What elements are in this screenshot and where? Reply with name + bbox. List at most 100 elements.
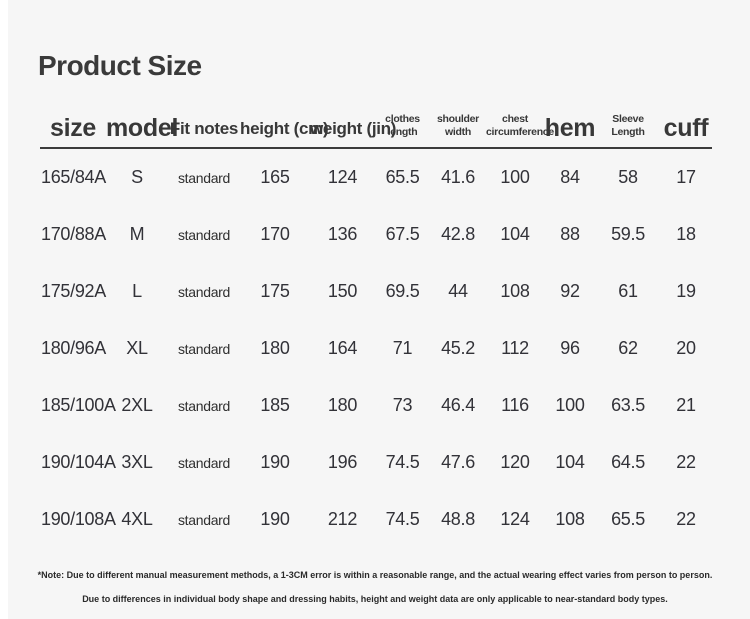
cell-size: 185/100A xyxy=(41,395,116,415)
cell-chest-circumference: 100 xyxy=(500,167,530,187)
cell-sleeve-length: 61 xyxy=(618,281,638,301)
cell-sleeve-length: 58 xyxy=(618,167,638,187)
cell-cuff: 18 xyxy=(676,224,696,244)
cell-clothes-length: 69.5 xyxy=(385,281,420,301)
cell-model: M xyxy=(129,224,145,244)
cell-sleeve-length: 64.5 xyxy=(611,452,645,472)
cell-weight: 196 xyxy=(327,452,358,472)
cell-height: 180 xyxy=(260,338,290,358)
cell-height: 190 xyxy=(260,452,290,472)
cell-shoulder-width: 48.8 xyxy=(441,509,475,529)
cell-chest-circumference: 104 xyxy=(500,224,530,244)
column-header-hem: hem xyxy=(544,98,596,149)
cell-weight: 150 xyxy=(327,281,358,301)
cell-shoulder-width: 41.6 xyxy=(441,167,475,187)
cell-height: 185 xyxy=(260,395,290,415)
cell-hem: 104 xyxy=(555,452,585,472)
column-header-weight: weight (jin) xyxy=(310,98,396,149)
cell-chest-circumference: 116 xyxy=(501,395,529,415)
cell-clothes-length: 71 xyxy=(392,338,413,358)
size-row-190/104A: 190/104A 3XL standard 190 196 74.5 47.6 120 104 6… xyxy=(40,434,712,491)
cell-shoulder-width: 45.2 xyxy=(441,338,475,358)
cell-fit: standard xyxy=(177,454,231,471)
cell-shoulder-width: 44 xyxy=(448,281,468,301)
cell-model: 4XL xyxy=(121,509,153,529)
cell-sleeve-length: 62 xyxy=(618,338,638,358)
cell-weight: 136 xyxy=(327,224,358,244)
page-title: Product Size xyxy=(38,50,202,81)
size-row-185/100A: 185/100A 2XL standard 185 180 73 46.4 116 100 63.… xyxy=(40,377,712,434)
cell-size: 190/104A xyxy=(41,452,116,472)
cell-cuff: 17 xyxy=(676,167,696,187)
cell-clothes-length: 74.5 xyxy=(385,452,420,472)
cell-weight: 212 xyxy=(327,509,358,529)
cell-clothes-length: 74.5 xyxy=(385,509,420,529)
cell-cuff: 21 xyxy=(676,395,696,415)
cell-height: 170 xyxy=(260,224,290,244)
cell-height: 165 xyxy=(260,167,290,187)
cell-size: 180/96A xyxy=(41,338,106,358)
cell-size: 165/84A xyxy=(41,167,106,187)
column-header-size: size xyxy=(40,98,106,149)
cell-clothes-length: 73 xyxy=(392,395,413,415)
cell-size: 175/92A xyxy=(41,281,106,301)
cell-sleeve-length: 59.5 xyxy=(611,224,645,244)
cell-cuff: 20 xyxy=(676,338,696,358)
cell-model: 2XL xyxy=(121,395,153,415)
size-row-190/108A: 190/108A 4XL standard 190 212 74.5 48.8 124 108 6… xyxy=(40,491,712,548)
note-line-1: *Note: Due to different manual measureme… xyxy=(37,570,713,580)
cell-weight: 180 xyxy=(327,395,358,415)
cell-chest-circumference: 124 xyxy=(500,509,530,529)
size-table-header: size model Fit notes height (cm) weight (jin… xyxy=(40,98,712,149)
size-table: size model Fit notes height (cm) weight (jin… xyxy=(40,98,712,548)
column-header-height: height (cm) xyxy=(240,98,329,149)
cell-chest-circumference: 120 xyxy=(500,452,530,472)
column-header-chest-circumference: chest circumference xyxy=(486,98,554,149)
column-header-fit: Fit notes xyxy=(168,98,240,149)
cell-model: 3XL xyxy=(121,452,153,472)
cell-fit: standard xyxy=(177,511,231,528)
cell-fit: standard xyxy=(177,397,231,414)
column-header-cuff: cuff xyxy=(660,98,712,149)
cell-clothes-length: 65.5 xyxy=(385,167,420,187)
cell-size: 190/108A xyxy=(41,509,116,529)
cell-hem: 108 xyxy=(555,509,585,529)
cell-shoulder-width: 47.6 xyxy=(441,452,475,472)
cell-fit: standard xyxy=(177,169,231,186)
column-header-shoulder-width: shoulder width xyxy=(430,98,486,149)
cell-model: S xyxy=(131,167,143,187)
cell-shoulder-width: 42.8 xyxy=(441,224,475,244)
cell-fit: standard xyxy=(177,283,231,300)
cell-size: 170/88A xyxy=(41,224,106,244)
note-line-2: Due to differences in individual body sh… xyxy=(82,594,668,604)
cell-hem: 84 xyxy=(560,167,580,187)
cell-hem: 88 xyxy=(560,224,580,244)
cell-model: XL xyxy=(126,338,148,358)
cell-hem: 96 xyxy=(560,338,580,358)
cell-hem: 100 xyxy=(555,395,585,415)
cell-weight: 124 xyxy=(327,167,358,187)
cell-cuff: 22 xyxy=(676,452,696,472)
cell-sleeve-length: 63.5 xyxy=(611,395,645,415)
cell-fit: standard xyxy=(177,226,231,243)
size-row-180/96A: 180/96A XL standard 180 164 71 45.2 112 96 62 20 xyxy=(40,320,712,377)
cell-shoulder-width: 46.4 xyxy=(441,395,475,415)
left-edge-strip xyxy=(0,0,8,619)
cell-model: L xyxy=(132,281,142,301)
cell-cuff: 22 xyxy=(676,509,696,529)
cell-cuff: 19 xyxy=(676,281,696,301)
cell-height: 190 xyxy=(260,509,290,529)
cell-fit: standard xyxy=(177,340,231,357)
column-header-model: model xyxy=(106,98,178,149)
cell-hem: 92 xyxy=(560,281,580,301)
cell-chest-circumference: 112 xyxy=(501,338,529,358)
column-header-clothes-length: clothes length xyxy=(375,98,430,149)
column-header-sleeve-length: Sleeve Length xyxy=(596,98,660,149)
cell-sleeve-length: 65.5 xyxy=(611,509,645,529)
header-row: size model Fit notes height (cm) weight (jin… xyxy=(40,98,712,149)
